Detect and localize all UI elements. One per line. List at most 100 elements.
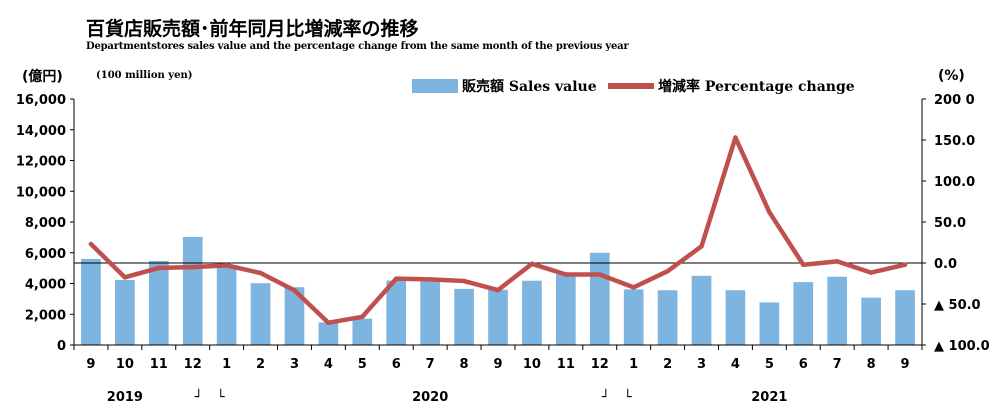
- line-point: [631, 285, 636, 290]
- bar: [827, 276, 848, 345]
- x-tick-label: 10: [523, 357, 541, 372]
- x-tick-label: 4: [731, 357, 740, 372]
- year-break-mark: ┘: [601, 388, 610, 405]
- x-tick-label: 12: [184, 357, 202, 372]
- line-point: [326, 320, 331, 325]
- legend-line-swatch: [608, 83, 654, 89]
- line-point: [801, 262, 806, 267]
- bar: [657, 290, 678, 345]
- right-axis-unit: (%): [938, 68, 965, 84]
- line-point: [88, 241, 94, 247]
- line-point: [868, 270, 874, 275]
- left-tick-label: 16,000: [16, 93, 66, 108]
- x-tick-label: 1: [629, 357, 638, 372]
- bar: [861, 297, 881, 345]
- line-point: [529, 261, 535, 267]
- year-label: 2019: [107, 390, 143, 405]
- x-tick-label: 6: [392, 357, 401, 372]
- line-point: [292, 288, 297, 293]
- bar: [895, 290, 915, 345]
- chart-title: 百貨店販売額･前年同月比増減率の推移: [86, 18, 419, 40]
- bar: [725, 290, 746, 345]
- left-tick-label: 6,000: [25, 247, 66, 262]
- line-point: [597, 272, 602, 277]
- x-tick-label: 9: [86, 357, 95, 372]
- bar: [454, 288, 474, 345]
- bar: [216, 267, 237, 345]
- right-tick-label: 0.0: [934, 257, 957, 272]
- line-point: [902, 262, 908, 267]
- left-tick-label: 4,000: [25, 278, 66, 293]
- x-tick-label: 8: [867, 357, 876, 372]
- bar: [488, 289, 508, 345]
- right-tick-label: 100.0: [934, 175, 975, 190]
- x-tick-label: 9: [493, 357, 502, 372]
- bar: [589, 252, 610, 345]
- legend-item-sales-value: 販売額 Sales value: [412, 76, 597, 96]
- bar: [318, 322, 339, 345]
- legend-label-percentage-change: 増減率 Percentage change: [658, 79, 855, 95]
- x-tick-label: 5: [358, 357, 367, 372]
- legend-bar-swatch: [412, 79, 458, 93]
- bar: [352, 318, 373, 345]
- line-point: [156, 265, 161, 271]
- line-point: [495, 287, 501, 293]
- year-label: 2021: [751, 390, 787, 405]
- line-point: [122, 275, 128, 280]
- bar: [148, 260, 169, 345]
- x-tick-label: 2: [256, 357, 265, 372]
- x-tick-label: 3: [697, 357, 706, 372]
- left-tick-label: 10,000: [16, 185, 66, 200]
- x-tick-label: 3: [290, 357, 299, 372]
- year-break-mark: └: [217, 388, 225, 405]
- bar: [284, 287, 305, 345]
- line-point: [427, 277, 433, 282]
- x-tick-label: 4: [324, 357, 333, 372]
- x-tick-label: 5: [765, 357, 774, 372]
- left-tick-label: 8,000: [25, 216, 66, 231]
- line-point: [767, 209, 772, 215]
- x-tick-label: 9: [901, 357, 910, 372]
- bar: [691, 275, 712, 345]
- bar: [623, 289, 644, 345]
- x-tick-label: 10: [116, 357, 134, 372]
- bar: [182, 236, 203, 345]
- bar: [386, 280, 407, 345]
- x-tick-label: 7: [833, 357, 842, 372]
- line-point: [699, 244, 704, 249]
- line-point: [394, 276, 399, 281]
- x-tick-label: 1: [222, 357, 231, 372]
- bar: [420, 281, 440, 345]
- legend-item-percentage-change: 増減率 Percentage change: [608, 76, 855, 96]
- right-tick-label: 150.0: [934, 134, 975, 149]
- x-tick-label: 7: [426, 357, 435, 372]
- right-tick-label: ▲ 50.0: [934, 298, 981, 313]
- left-axis-unit: (億円): [22, 69, 63, 85]
- x-tick-label: 2: [663, 357, 672, 372]
- bar: [759, 302, 780, 345]
- bar: [522, 280, 542, 345]
- line-point: [733, 135, 738, 140]
- line-point: [258, 270, 263, 276]
- bar: [81, 258, 101, 345]
- line-point: [190, 264, 195, 270]
- bar: [250, 283, 271, 345]
- x-tick-label: 12: [591, 357, 609, 372]
- x-tick-label: 11: [557, 357, 575, 372]
- line-point: [224, 263, 229, 268]
- line-point: [835, 259, 840, 264]
- left-axis-unit-note: (100 million yen): [96, 70, 193, 81]
- year-label: 2020: [412, 390, 448, 405]
- bar: [556, 274, 576, 345]
- line-point: [360, 314, 365, 319]
- bar: [115, 279, 135, 345]
- right-tick-label: ▲ 100.0: [934, 339, 990, 354]
- legend-label-sales-value: 販売額 Sales value: [462, 79, 597, 95]
- x-tick-label: 11: [150, 357, 168, 372]
- line-point: [563, 272, 569, 277]
- bar: [793, 282, 814, 345]
- x-tick-label: 8: [460, 357, 469, 372]
- left-tick-label: 12,000: [16, 155, 66, 170]
- year-break-mark: └: [624, 388, 632, 405]
